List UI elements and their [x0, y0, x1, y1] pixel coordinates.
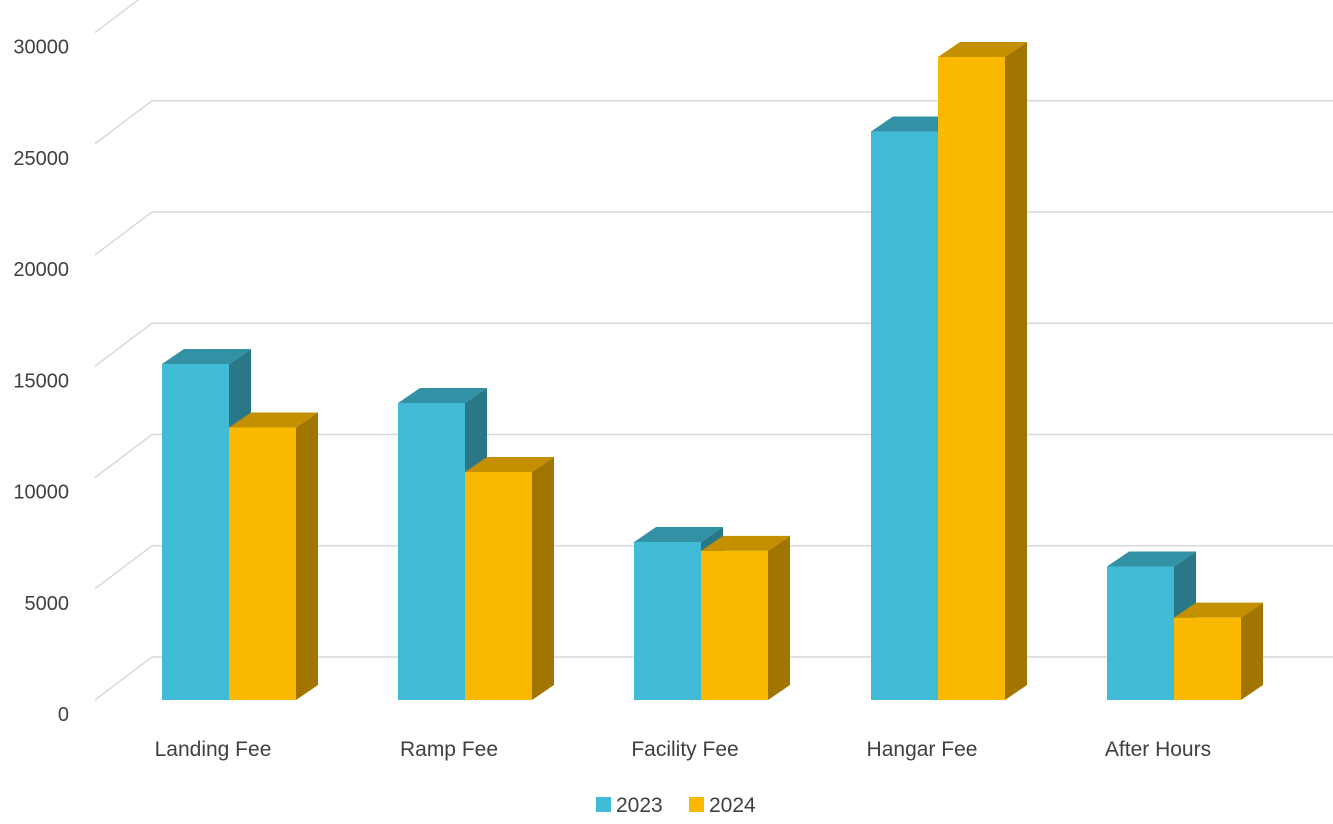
bar-top	[1107, 551, 1196, 567]
y-tick-label: 10000	[13, 482, 69, 504]
x-tick-label: Ramp Fee	[400, 738, 498, 761]
bar-side	[532, 456, 554, 700]
bar-top	[465, 456, 554, 472]
gridline	[94, 322, 1333, 367]
x-tick-label: Facility Fee	[631, 738, 738, 761]
y-tick-label: 5000	[25, 593, 70, 615]
bar-side	[768, 535, 790, 700]
bar-top	[938, 41, 1027, 57]
x-tick-label: Hangar Fee	[867, 738, 978, 761]
y-tick-label: 0	[58, 704, 69, 726]
legend-swatch-2024	[689, 797, 704, 812]
gridline	[94, 211, 1333, 256]
bar-top	[871, 116, 960, 132]
bar-top	[634, 527, 723, 543]
legend-label-2023: 2023	[616, 794, 663, 817]
bar-2024-2	[701, 535, 790, 700]
y-tick-label: 25000	[13, 148, 69, 170]
y-tick-label: 20000	[13, 259, 69, 281]
bar-side	[296, 412, 318, 700]
gridline	[94, 0, 140, 34]
x-tick-label: Landing Fee	[155, 738, 272, 761]
bar-front	[938, 56, 1005, 701]
bar-top	[398, 387, 487, 403]
bar-top	[701, 535, 790, 551]
bar-front	[229, 427, 296, 700]
bar-top	[162, 349, 251, 365]
bar-front	[1107, 566, 1174, 700]
y-tick-label: 15000	[13, 370, 69, 392]
bars	[162, 41, 1263, 701]
y-tick-label: 30000	[13, 37, 69, 59]
bar-side	[1005, 41, 1027, 701]
bar-front	[162, 364, 229, 700]
y-axis-ticks: 0 5000 10000 15000 20000 25000 30000	[13, 37, 69, 727]
bar-front	[398, 402, 465, 700]
legend-swatch-2023	[596, 797, 611, 812]
bar-top	[1174, 602, 1263, 618]
legend-label-2024: 2024	[709, 794, 756, 817]
bar-front	[1174, 617, 1241, 700]
bar-front	[871, 131, 938, 700]
bar-2024-0	[229, 412, 318, 700]
legend: 2023 2024	[596, 794, 756, 817]
bar-2024-3	[938, 41, 1027, 701]
bar-2024-4	[1174, 602, 1263, 700]
bar-front	[701, 550, 768, 700]
x-axis-ticks: Landing Fee Ramp Fee Facility Fee Hangar Fe…	[155, 738, 1211, 761]
bar-2024-1	[465, 456, 554, 700]
bar-side	[1241, 602, 1263, 700]
bar-top	[229, 412, 318, 428]
gridline	[94, 100, 1333, 145]
bar-front	[465, 471, 532, 700]
x-tick-label: After Hours	[1105, 738, 1211, 761]
bar-front	[634, 542, 701, 700]
